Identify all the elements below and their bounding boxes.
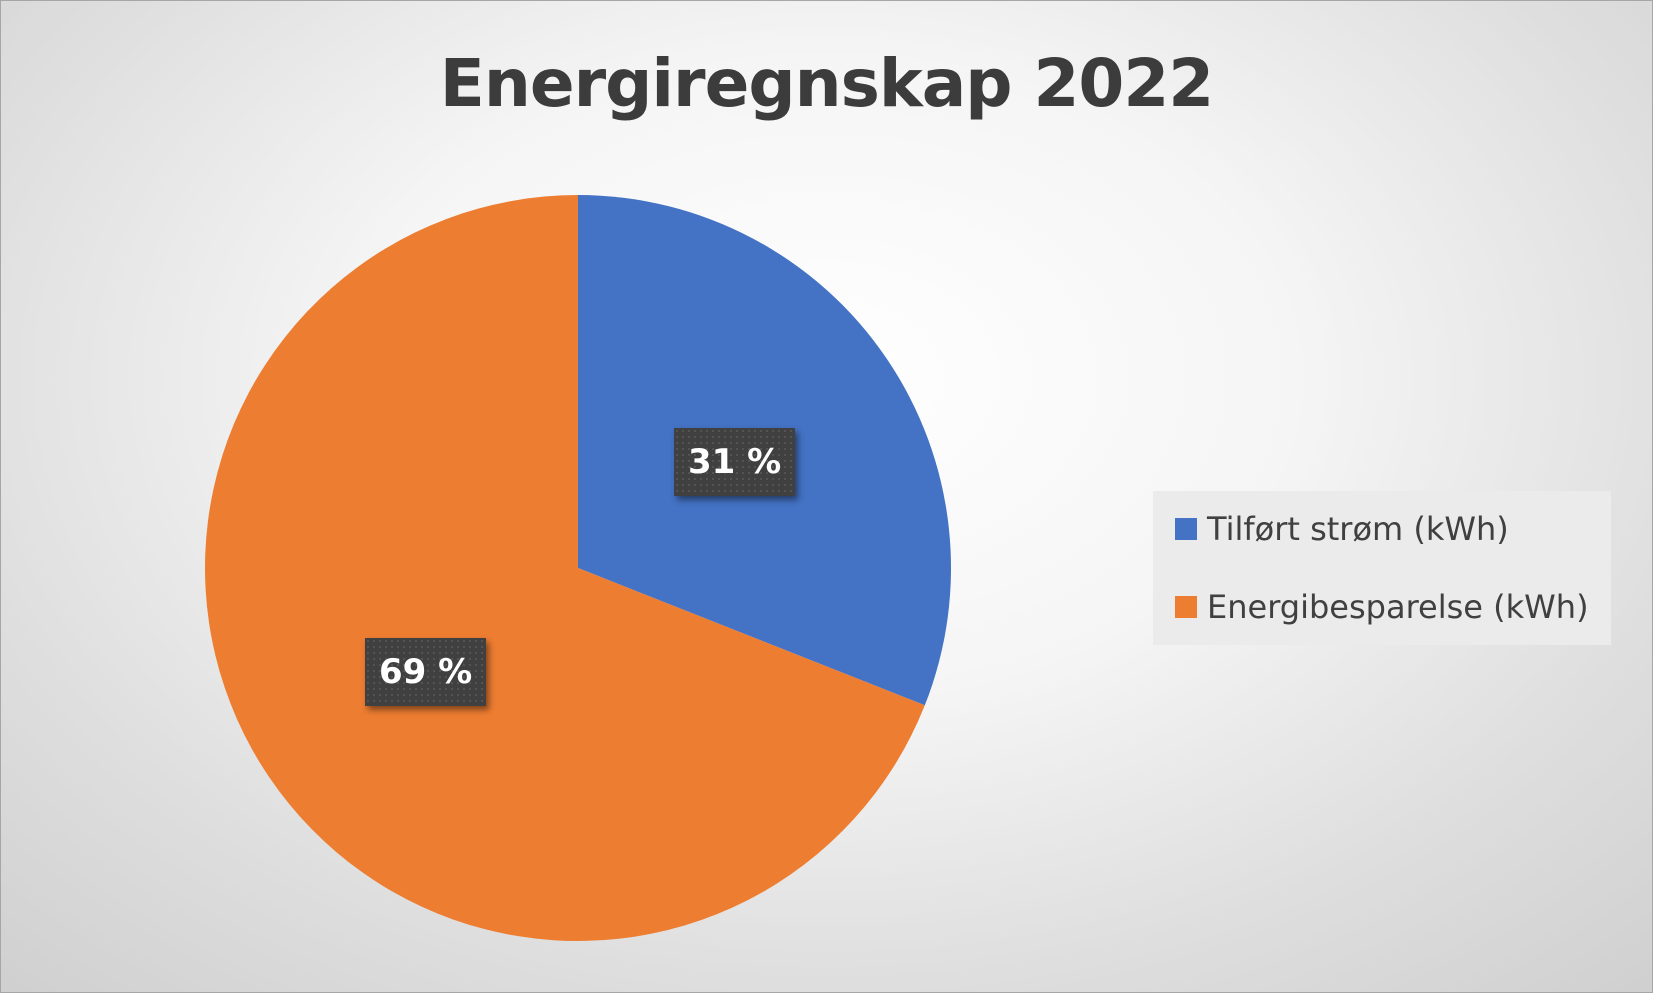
legend-label-energibesparelse: Energibesparelse (kWh) xyxy=(1207,588,1589,626)
legend-item-energibesparelse: Energibesparelse (kWh) xyxy=(1175,587,1589,627)
legend-item-tilfort-strom: Tilført strøm (kWh) xyxy=(1175,509,1509,549)
legend-swatch-tilfort-strom xyxy=(1175,518,1197,540)
legend-swatch-energibesparelse xyxy=(1175,596,1197,618)
chart-title: Energiregnskap 2022 xyxy=(439,45,1214,122)
data-label-energibesparelse: 69 % xyxy=(365,638,487,706)
legend: Tilført strøm (kWh) Energibesparelse (kW… xyxy=(1153,491,1611,645)
data-label-tilfort-strom: 31 % xyxy=(674,428,796,496)
pie-slice-energibesparelse xyxy=(204,195,925,941)
legend-label-tilfort-strom: Tilført strøm (kWh) xyxy=(1207,510,1509,548)
